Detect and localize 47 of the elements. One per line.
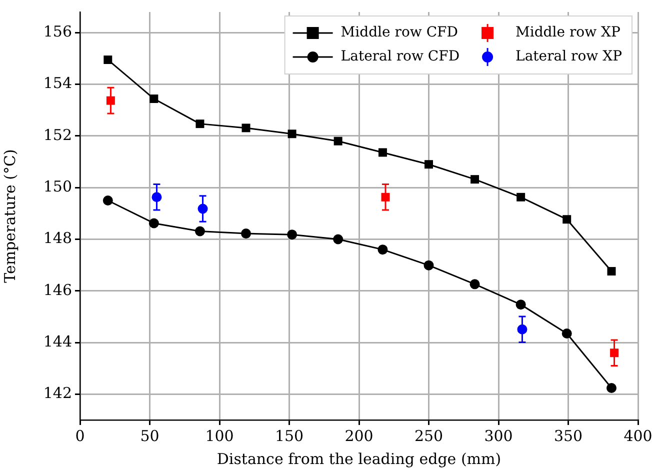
legend-label: Middle row XP — [516, 24, 620, 41]
x-tick-label: 150 — [274, 426, 304, 445]
point — [606, 382, 616, 393]
point — [470, 175, 480, 184]
x-tick-label: 400 — [624, 426, 652, 445]
x-axis-title: Distance from the leading edge (mm) — [216, 450, 502, 468]
point — [562, 215, 572, 224]
y-tick-label: 152 — [43, 126, 72, 144]
legend-label: Middle row CFD — [340, 24, 458, 41]
point — [470, 279, 480, 290]
point — [516, 192, 526, 202]
point — [242, 124, 250, 132]
point — [607, 267, 616, 276]
point — [150, 94, 158, 104]
point — [241, 228, 252, 239]
point — [516, 300, 526, 310]
point — [333, 234, 344, 244]
y-tick-label: 142 — [43, 384, 72, 402]
point — [378, 244, 388, 255]
x-tick-label: 0 — [75, 426, 85, 445]
point — [104, 56, 112, 64]
x-tick-label: 200 — [344, 426, 374, 445]
x-tick-label: 50 — [140, 426, 160, 445]
x-tick-label: 250 — [414, 426, 444, 445]
point — [288, 130, 296, 138]
point — [334, 136, 342, 146]
y-tick-label: 144 — [43, 332, 72, 350]
point — [562, 328, 572, 338]
legend-label: Lateral row CFD — [340, 48, 460, 65]
point — [102, 196, 113, 206]
point — [194, 226, 205, 236]
legend-label: Lateral row XP — [516, 48, 622, 65]
point — [424, 260, 434, 270]
y-tick-label: 150 — [43, 177, 72, 196]
y-tick-label: 156 — [43, 22, 72, 41]
point — [148, 218, 159, 228]
point — [196, 120, 204, 128]
x-tick-label: 350 — [554, 426, 583, 445]
x-tick-label: 300 — [484, 426, 513, 445]
y-axis-title: Temperature (°C) — [0, 149, 19, 283]
point — [378, 148, 387, 157]
y-tick-label: 146 — [43, 280, 72, 299]
y-tick-label: 154 — [43, 74, 72, 92]
x-tick-label: 100 — [205, 426, 234, 445]
point — [287, 230, 298, 240]
y-tick-label: 148 — [43, 229, 72, 248]
point — [424, 160, 433, 169]
